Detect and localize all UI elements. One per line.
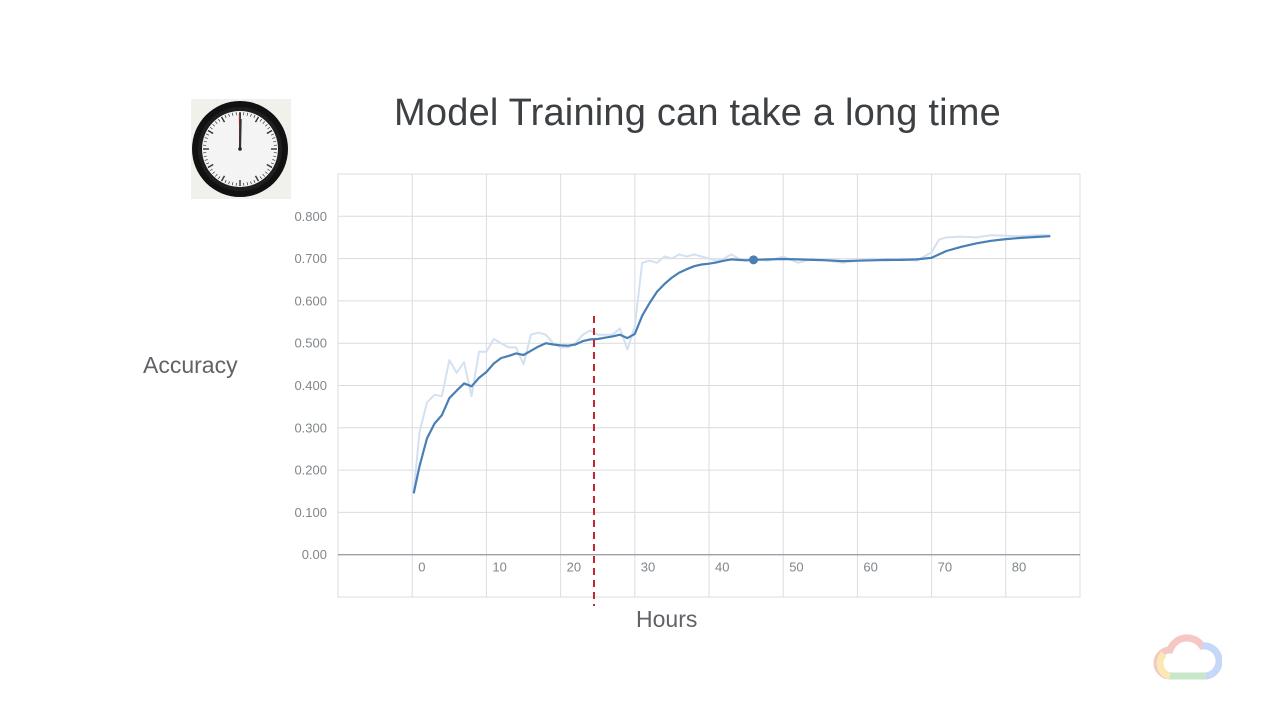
x-tick-label: 40 xyxy=(715,560,729,575)
y-tick-label: 0.700 xyxy=(294,251,327,266)
x-tick-label: 30 xyxy=(641,560,655,575)
x-tick-label: 80 xyxy=(1012,560,1026,575)
y-tick-label: 0.300 xyxy=(294,420,327,435)
y-tick-label: 0.100 xyxy=(294,505,327,520)
x-tick-label: 60 xyxy=(863,560,877,575)
y-axis-label: Accuracy xyxy=(143,352,238,378)
x-tick-label: 10 xyxy=(492,560,506,575)
slide-title: Model Training can take a long time xyxy=(394,92,1001,134)
y-tick-label: 0.400 xyxy=(294,378,327,393)
y-tick-label: 0.200 xyxy=(294,463,327,478)
smoothed-accuracy-line xyxy=(412,235,1051,494)
y-tick-label: 0.500 xyxy=(294,336,327,351)
x-tick-label: 0 xyxy=(418,560,425,575)
y-tick-label: 0.00 xyxy=(302,547,327,562)
clock-icon xyxy=(191,99,291,199)
y-tick-label: 0.600 xyxy=(294,293,327,308)
x-tick-label: 50 xyxy=(789,560,803,575)
google-cloud-logo-icon xyxy=(1150,632,1223,688)
y-tick-label: 0.800 xyxy=(294,209,327,224)
x-axis-label: Hours xyxy=(636,606,698,632)
x-tick-label: 70 xyxy=(938,560,952,575)
x-tick-label: 20 xyxy=(567,560,581,575)
raw-accuracy-line xyxy=(412,234,1051,492)
highlight-point xyxy=(749,255,759,265)
